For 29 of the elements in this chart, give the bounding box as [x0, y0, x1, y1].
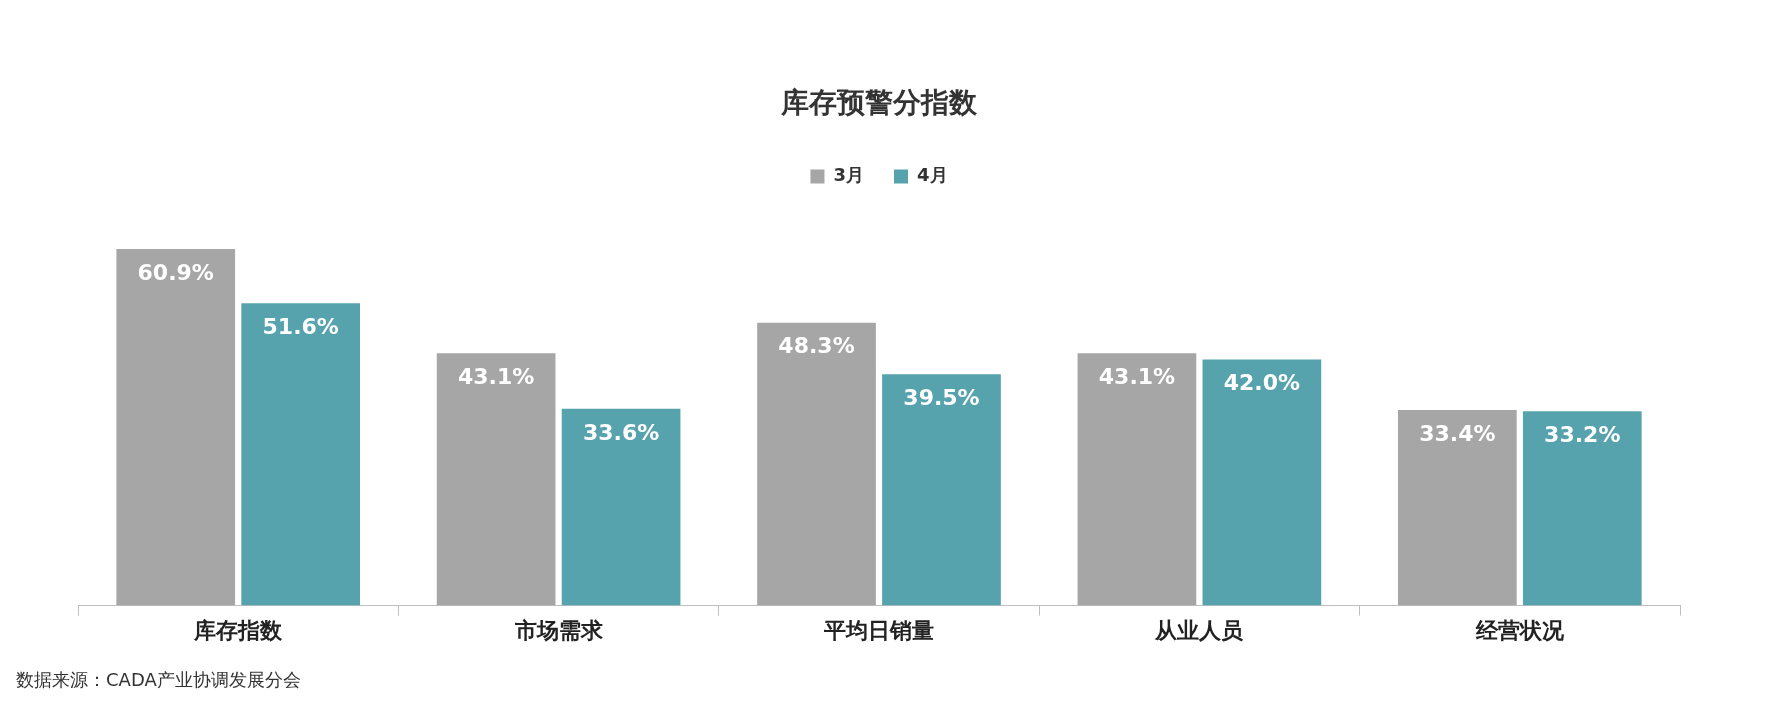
legend-label: 4月: [917, 164, 948, 186]
bar: [1202, 359, 1322, 606]
bar: [1077, 353, 1197, 606]
bar: [116, 248, 236, 606]
bar: [1397, 409, 1517, 606]
x-tick-label: 从业人员: [1154, 617, 1245, 643]
data-label: 39.5%: [903, 384, 980, 410]
data-label: 48.3%: [778, 333, 855, 359]
bar: [241, 303, 361, 606]
data-label: 42.0%: [1223, 370, 1301, 396]
x-tick-label: 市场需求: [513, 617, 604, 643]
bar: [882, 374, 1001, 606]
data-label: 60.9%: [137, 259, 214, 285]
legend-label: 3月: [833, 164, 865, 186]
bar: [436, 353, 556, 606]
data-label: 33.6%: [582, 419, 660, 445]
x-tick-label: 平均日销量: [823, 617, 934, 643]
data-label: 33.4%: [1419, 420, 1496, 446]
source-note: 数据来源：CADA产业协调发展分会: [16, 668, 301, 690]
data-label: 51.6%: [262, 314, 339, 340]
data-label: 43.1%: [1098, 363, 1176, 389]
bar: [561, 408, 681, 606]
data-label: 43.1%: [457, 363, 535, 389]
chart-title: 库存预警分指数: [780, 86, 978, 120]
bar: [1522, 411, 1642, 606]
bar: [757, 322, 876, 606]
data-label: 33.2%: [1544, 421, 1621, 447]
x-tick-label: 库存指数: [193, 617, 284, 643]
x-tick-label: 经营状况: [1474, 617, 1565, 643]
